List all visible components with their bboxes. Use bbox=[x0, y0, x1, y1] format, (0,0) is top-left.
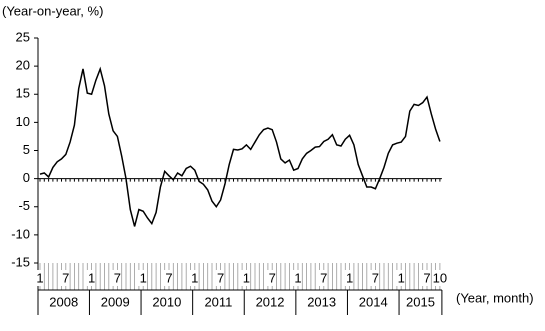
year-label: 2013 bbox=[307, 294, 336, 309]
x-tick-label: 10 bbox=[433, 270, 447, 285]
month-label-bg bbox=[35, 270, 45, 286]
month-label-bg bbox=[370, 270, 381, 286]
x-unit-label: (Year, month) bbox=[456, 290, 534, 305]
y-unit-label: (Year-on-year, %) bbox=[2, 3, 103, 18]
x-tick-label: 1 bbox=[140, 270, 147, 285]
y-tick-label: 10 bbox=[16, 114, 30, 129]
month-label-bg bbox=[293, 270, 303, 286]
x-tick-label: 7 bbox=[269, 270, 276, 285]
month-label-bg bbox=[86, 270, 97, 286]
month-label-bg bbox=[344, 270, 355, 286]
year-label: 2009 bbox=[101, 294, 130, 309]
month-label-bg bbox=[60, 270, 71, 286]
x-tick-label: 1 bbox=[294, 270, 301, 285]
x-tick-label: 1 bbox=[36, 270, 43, 285]
y-tick-label: -5 bbox=[18, 198, 30, 213]
month-label-bg bbox=[189, 270, 200, 286]
year-label: 2011 bbox=[204, 294, 232, 309]
y-tick-label: 20 bbox=[16, 58, 30, 73]
month-label-bg bbox=[164, 270, 174, 286]
y-tick-label: 15 bbox=[16, 86, 30, 101]
y-tick-label: -10 bbox=[11, 226, 30, 241]
month-label-bg bbox=[434, 270, 445, 286]
month-label-bg bbox=[396, 270, 407, 286]
year-label: 2012 bbox=[256, 294, 285, 309]
x-tick-label: 7 bbox=[372, 270, 379, 285]
x-tick-label: 1 bbox=[191, 270, 198, 285]
month-label-bg bbox=[422, 270, 432, 286]
x-tick-label: 1 bbox=[243, 270, 250, 285]
x-tick-label: 7 bbox=[217, 270, 224, 285]
x-tick-label: 7 bbox=[165, 270, 172, 285]
y-tick-label: -15 bbox=[11, 254, 30, 269]
month-label-bg bbox=[138, 270, 149, 286]
year-label: 2008 bbox=[49, 294, 78, 309]
year-label: 2015 bbox=[406, 294, 435, 309]
month-label-bg bbox=[215, 270, 226, 286]
month-label-bg bbox=[318, 270, 329, 286]
data-line bbox=[39, 66, 441, 227]
x-tick-label: 7 bbox=[114, 270, 121, 285]
y-tick-label: 0 bbox=[23, 170, 30, 185]
month-label-bg bbox=[241, 270, 252, 286]
x-tick-label: 1 bbox=[398, 270, 405, 285]
y-tick-label: 25 bbox=[16, 29, 30, 44]
year-label: 2014 bbox=[359, 294, 388, 309]
year-label: 2010 bbox=[152, 294, 181, 309]
x-tick-label: 1 bbox=[346, 270, 353, 285]
y-tick-label: 5 bbox=[23, 142, 30, 157]
x-tick-label: 7 bbox=[62, 270, 69, 285]
month-label-bg bbox=[267, 270, 278, 286]
month-label-bg bbox=[112, 270, 123, 286]
x-tick-label: 1 bbox=[88, 270, 95, 285]
x-tick-label: 7 bbox=[423, 270, 430, 285]
x-tick-label: 7 bbox=[320, 270, 327, 285]
